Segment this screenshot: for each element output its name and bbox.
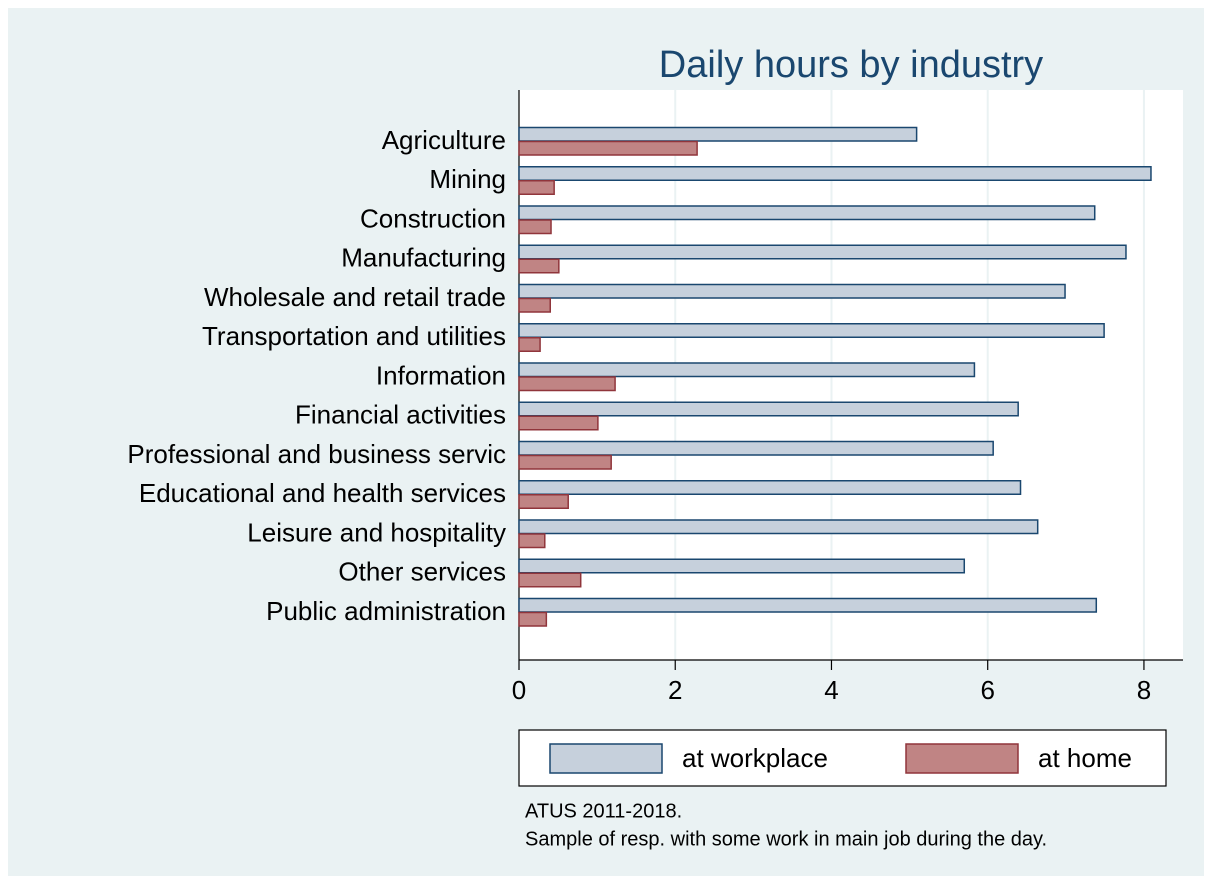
legend-swatch (905, 743, 1019, 774)
bar (518, 611, 548, 627)
y-tick-label: Mining (429, 164, 506, 194)
bar (518, 258, 560, 274)
bar (518, 180, 555, 195)
x-tick-label: 6 (980, 675, 994, 705)
bar (518, 480, 1022, 495)
bar (518, 376, 616, 392)
y-tick-label: Wholesale and retail trade (204, 282, 506, 312)
bar (518, 297, 551, 313)
bar (518, 283, 1066, 299)
bar (518, 597, 1098, 613)
y-tick-label: Transportation and utilities (202, 321, 506, 351)
bar (518, 362, 976, 378)
bar (518, 572, 582, 588)
bar (518, 166, 1152, 181)
bar (518, 323, 1105, 338)
x-tick-label: 0 (512, 675, 526, 705)
y-tick-label: Agriculture (382, 125, 506, 155)
bar (518, 205, 1096, 221)
bar (518, 415, 599, 431)
note: Sample of resp. with some work in main j… (525, 828, 1047, 850)
bar (518, 533, 546, 549)
legend-label: at workplace (682, 743, 828, 773)
note: ATUS 2011-2018. (525, 800, 682, 822)
bar (518, 519, 1039, 535)
bar (518, 558, 966, 574)
legend-label: at home (1038, 743, 1132, 773)
y-tick-label: Leisure and hospitality (247, 517, 506, 547)
y-tick-label: Information (376, 360, 506, 390)
x-tick-label: 2 (668, 675, 682, 705)
bar (518, 401, 1019, 417)
bar (518, 140, 698, 156)
y-tick-label: Educational and health services (139, 478, 506, 508)
x-tick-label: 4 (824, 675, 838, 705)
y-tick-label: Public administration (266, 596, 506, 626)
bar (518, 494, 569, 509)
bar (518, 337, 541, 352)
bar (518, 244, 1127, 260)
y-tick-label: Manufacturing (341, 243, 506, 273)
y-tick-label: Construction (360, 203, 506, 233)
bar (518, 219, 552, 235)
y-tick-label: Professional and business servic (127, 439, 506, 469)
x-tick-label: 8 (1137, 675, 1151, 705)
legend-swatch (549, 743, 663, 774)
y-tick-label: Other services (338, 557, 506, 587)
bar (518, 454, 612, 470)
bar (518, 440, 994, 456)
chart-title: Daily hours by industry (659, 44, 1043, 86)
bar (518, 126, 918, 142)
y-tick-label: Financial activities (295, 400, 506, 430)
